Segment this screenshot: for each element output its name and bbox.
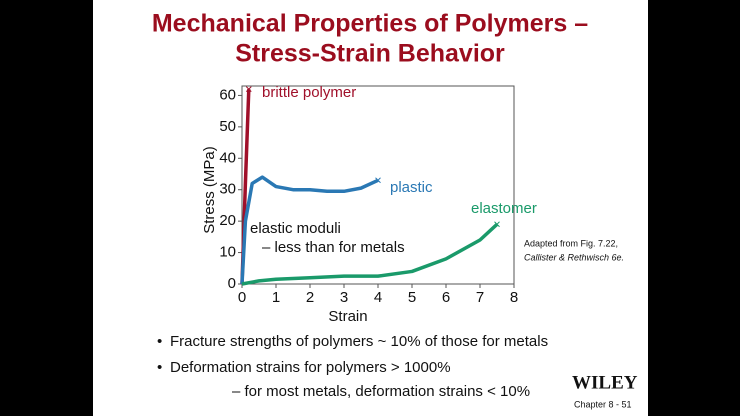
- fracture-marker: [494, 221, 500, 228]
- y-tick-label: 40: [219, 149, 236, 166]
- x-tick-label: 2: [306, 289, 314, 306]
- fracture-marker: [375, 177, 381, 184]
- y-tick-label: 10: [219, 244, 236, 261]
- series-label: brittle polymer: [262, 84, 356, 101]
- y-tick-label: 60: [219, 86, 236, 103]
- y-tick-label: 20: [219, 212, 236, 229]
- x-tick-label: 3: [340, 289, 348, 306]
- x-axis-label: Strain: [328, 308, 367, 325]
- bullet: Deformation strains for polymers > 1000%: [170, 359, 451, 376]
- x-tick-label: 4: [374, 289, 382, 306]
- y-tick-label: 0: [228, 275, 236, 292]
- annotation: elastic moduli: [250, 220, 341, 237]
- fracture-marker: [245, 86, 252, 92]
- title-line: Mechanical Properties of Polymers –: [152, 10, 588, 38]
- publisher-logo: WILEY: [572, 372, 638, 393]
- x-tick-label: 6: [442, 289, 450, 306]
- x-tick-label: 8: [510, 289, 518, 306]
- annotation: – less than for metals: [262, 239, 405, 256]
- source-note: Callister & Rethwisch 6e.: [524, 252, 624, 262]
- x-tick-label: 5: [408, 289, 416, 306]
- bullet-mark: •: [157, 333, 162, 350]
- y-tick-label: 30: [219, 181, 236, 198]
- y-tick-label: 50: [219, 118, 236, 135]
- sub-bullet: – for most metals, deformation strains <…: [232, 383, 530, 400]
- x-tick-label: 7: [476, 289, 484, 306]
- bullet-mark: •: [157, 359, 162, 376]
- x-tick-label: 1: [272, 289, 280, 306]
- series-label: plastic: [390, 179, 433, 196]
- slide-canvas: [93, 0, 648, 416]
- y-axis-label: Stress (MPa): [201, 146, 218, 234]
- bullet: Fracture strengths of polymers ~ 10% of …: [170, 333, 548, 350]
- title-line: Stress-Strain Behavior: [235, 40, 505, 68]
- series-line: [240, 175, 379, 285]
- series-label: elastomer: [471, 200, 537, 217]
- x-tick-label: 0: [238, 289, 246, 306]
- series-line: [241, 223, 499, 286]
- source-note: Adapted from Fig. 7.22,: [524, 238, 618, 248]
- footer: Chapter 8 - 51: [574, 399, 632, 409]
